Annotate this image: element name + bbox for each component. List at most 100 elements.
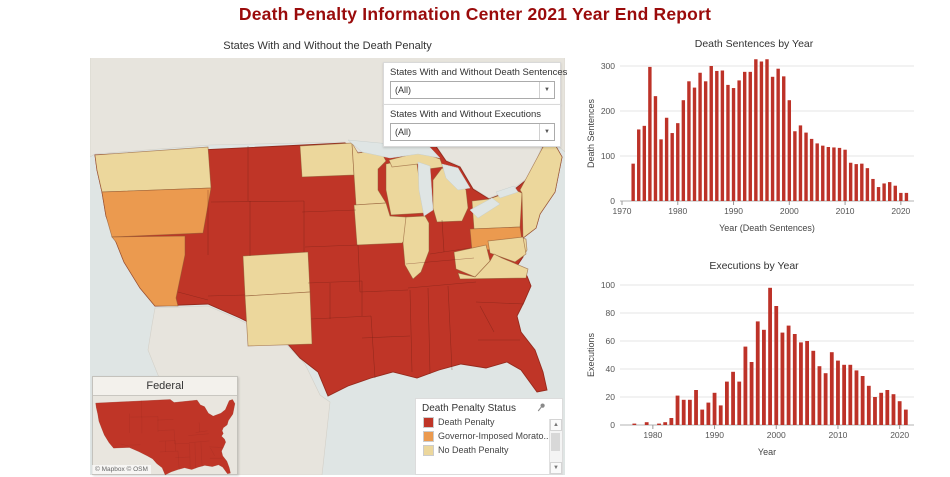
death-sentences-filter-select[interactable]: (All) ▼: [390, 81, 555, 99]
bar-1984[interactable]: [675, 395, 680, 425]
bar-2006[interactable]: [811, 350, 816, 425]
bar-2006[interactable]: [821, 145, 825, 201]
bar-1993[interactable]: [748, 71, 752, 201]
bar-2009[interactable]: [837, 147, 842, 201]
bar-2004[interactable]: [809, 138, 814, 201]
legend-item-death-penalty[interactable]: Death Penalty: [423, 416, 562, 428]
bar-1991[interactable]: [737, 80, 741, 201]
bar-2014[interactable]: [860, 376, 865, 425]
bar-1998[interactable]: [776, 68, 780, 201]
bar-1998[interactable]: [762, 329, 766, 425]
bar-1995[interactable]: [743, 346, 748, 425]
bar-1985[interactable]: [681, 399, 686, 425]
bar-1999[interactable]: [782, 76, 786, 201]
bar-1977[interactable]: [632, 423, 637, 425]
bar-2003[interactable]: [804, 132, 808, 201]
state-illinois[interactable]: [402, 215, 430, 280]
bar-1989[interactable]: [726, 84, 730, 201]
bar-2000[interactable]: [774, 306, 779, 425]
bar-2019[interactable]: [893, 185, 897, 201]
bar-2011[interactable]: [842, 364, 847, 425]
bar-2018[interactable]: [885, 390, 890, 425]
state-virginia[interactable]: [457, 253, 529, 280]
executions-plot[interactable]: 0 20 40 60 80 100 1980 1990 2000 2010 2020 Executio…: [584, 273, 924, 473]
executions-filter-select[interactable]: (All) ▼: [390, 123, 555, 141]
bar-2012[interactable]: [854, 164, 858, 201]
bar-1992[interactable]: [742, 71, 747, 201]
bar-1975[interactable]: [648, 66, 652, 202]
state-california[interactable]: [111, 235, 186, 307]
bar-1991[interactable]: [718, 405, 723, 425]
bar-2008[interactable]: [832, 147, 836, 201]
bar-2011[interactable]: [848, 162, 853, 201]
bar-2018[interactable]: [887, 182, 892, 201]
bar-2001[interactable]: [793, 131, 797, 201]
bar-2015[interactable]: [866, 385, 871, 425]
bar-1993[interactable]: [731, 371, 735, 425]
legend-item-moratorium[interactable]: Governor-Imposed Morato..: [423, 430, 562, 442]
bar-1981[interactable]: [681, 100, 686, 201]
bar-1981[interactable]: [657, 423, 661, 425]
bar-2017[interactable]: [882, 183, 886, 201]
state-north-dakota[interactable]: [299, 142, 355, 178]
bar-1992[interactable]: [724, 381, 729, 425]
bar-2014[interactable]: [865, 168, 870, 201]
bar-1987[interactable]: [694, 390, 698, 425]
chevron-down-icon[interactable]: ▼: [539, 82, 554, 98]
bar-1983[interactable]: [669, 418, 674, 425]
bar-1986[interactable]: [687, 399, 692, 425]
bar-1997[interactable]: [755, 321, 760, 425]
bar-chart-svg[interactable]: 0 20 40 60 80 100 1980 1990 2000 2010 2020 Executio…: [584, 273, 924, 473]
bar-1999[interactable]: [768, 287, 772, 425]
bar-1994[interactable]: [737, 381, 742, 425]
bar-2010[interactable]: [836, 360, 840, 425]
bar-1996[interactable]: [749, 362, 754, 425]
bar-2012[interactable]: [848, 364, 853, 425]
states-maryland-delaware[interactable]: [487, 236, 527, 263]
death-sentences-plot[interactable]: 0 100 200 300 1970 1980 1990 2000 2010 2020 Death …: [584, 51, 924, 243]
bar-2007[interactable]: [826, 147, 831, 201]
bar-1984[interactable]: [698, 72, 702, 201]
bar-2000[interactable]: [787, 100, 792, 201]
legend-scrollbar[interactable]: ▲ ▼: [549, 419, 562, 474]
bar-2017[interactable]: [879, 392, 884, 425]
bar-2021[interactable]: [903, 409, 908, 425]
bar-2010[interactable]: [843, 149, 847, 201]
bar-2001[interactable]: [780, 332, 785, 425]
scroll-down-button[interactable]: ▼: [550, 462, 562, 474]
bar-1990[interactable]: [712, 392, 717, 425]
bar-2003[interactable]: [792, 334, 797, 425]
pin-icon[interactable]: [536, 402, 547, 413]
bar-2016[interactable]: [876, 187, 881, 201]
bar-1995[interactable]: [759, 61, 764, 202]
bar-2009[interactable]: [829, 352, 834, 425]
bar-1994[interactable]: [754, 59, 758, 201]
bar-1988[interactable]: [720, 70, 725, 202]
state-washington[interactable]: [94, 146, 212, 193]
bar-1983[interactable]: [692, 87, 697, 201]
bar-2002[interactable]: [786, 325, 791, 425]
scroll-up-button[interactable]: ▲: [550, 419, 562, 431]
bar-1976[interactable]: [653, 96, 658, 201]
bar-1977[interactable]: [659, 139, 663, 201]
chevron-down-icon[interactable]: ▼: [539, 124, 554, 140]
bar-1978[interactable]: [664, 117, 669, 201]
bar-1972[interactable]: [631, 163, 635, 201]
bar-chart-svg[interactable]: 0 100 200 300 1970 1980 1990 2000 2010 2020 Death …: [584, 51, 924, 243]
bar-2020[interactable]: [897, 401, 902, 425]
state-new-mexico[interactable]: [244, 291, 313, 347]
bar-1982[interactable]: [663, 422, 668, 425]
bar-2004[interactable]: [799, 342, 803, 425]
bar-2005[interactable]: [805, 341, 810, 425]
bar-1979[interactable]: [644, 422, 649, 425]
bar-1982[interactable]: [687, 81, 691, 201]
bar-1990[interactable]: [731, 88, 736, 201]
bar-1986[interactable]: [709, 66, 713, 201]
state-oregon[interactable]: [101, 187, 212, 238]
bar-2007[interactable]: [817, 366, 822, 425]
bar-1980[interactable]: [676, 123, 680, 201]
bar-2021[interactable]: [904, 192, 909, 201]
bar-2005[interactable]: [815, 143, 819, 201]
bar-1985[interactable]: [703, 81, 708, 201]
bar-1989[interactable]: [706, 402, 711, 425]
